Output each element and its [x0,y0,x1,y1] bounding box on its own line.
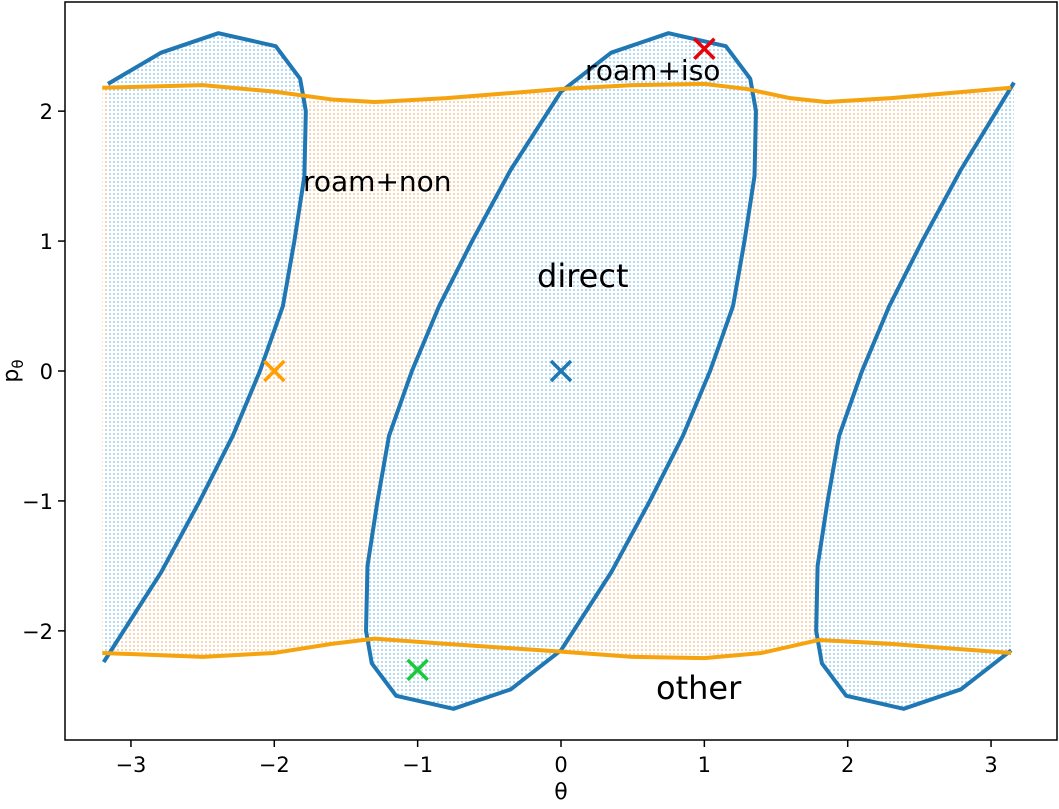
separatrix-line [102,31,308,664]
boundary-line [102,636,1012,661]
region-label: direct [537,257,628,295]
y-tick-label: −2 [22,620,53,644]
x-marker [263,359,286,383]
x-tick-label: 0 [554,753,567,777]
x-axis-label: θ [554,780,567,805]
y-tick-label: 2 [40,100,53,124]
x-marker [693,37,716,61]
x-tick-label: −3 [115,753,146,777]
region-fill [816,82,1014,709]
y-tick-label: 1 [40,230,53,254]
separatrix-line [814,81,1016,711]
x-marker [406,658,429,682]
region-label: roam+non [303,165,452,198]
x-tick-label: 2 [841,753,854,777]
y-axis-label-main: p [0,369,24,383]
region-label: roam+iso [585,54,720,87]
y-axis-label: pθ [0,359,27,382]
x-tick-label: −1 [402,753,433,777]
y-tick-label: −1 [22,490,53,514]
x-marker [549,359,573,383]
region-fill [103,33,306,663]
region-label: other [656,669,742,707]
y-tick-label: 0 [40,360,53,384]
boundary-line [102,81,1012,105]
separatrix-line [364,31,758,711]
y-axis-label-sub: θ [9,359,27,368]
plot-area [102,31,1016,711]
x-tick-label: 1 [698,753,711,777]
x-tick-label: 3 [984,753,997,777]
x-tick-label: −2 [259,753,290,777]
